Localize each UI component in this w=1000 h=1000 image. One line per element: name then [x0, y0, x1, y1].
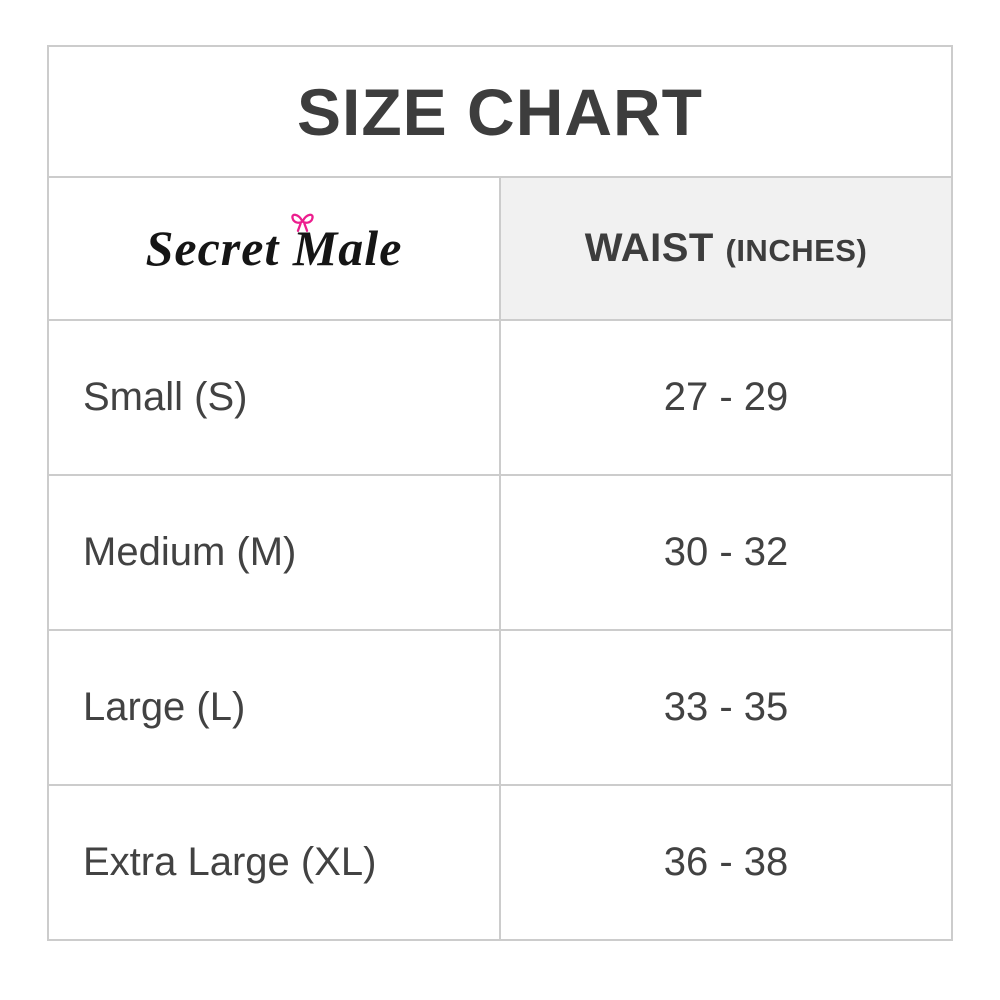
- waist-header-unit: (INCHES): [725, 233, 868, 268]
- waist-value: 27 - 29: [499, 319, 953, 476]
- waist-column-header: WAIST (INCHES): [499, 176, 953, 321]
- table-row-large: Large (L) 33 - 35: [47, 629, 953, 786]
- table-row-small: Small (S) 27 - 29: [47, 319, 953, 476]
- table-row-extra-large: Extra Large (XL) 36 - 38: [47, 784, 953, 941]
- pink-bow-icon: [289, 210, 316, 235]
- size-label: Medium (M): [47, 474, 501, 631]
- size-chart: SIZE CHART: [47, 45, 953, 941]
- title-row: SIZE CHART: [47, 45, 953, 178]
- size-chart-title: SIZE CHART: [47, 45, 953, 178]
- size-label: Extra Large (XL): [47, 784, 501, 941]
- size-label: Large (L): [47, 629, 501, 786]
- size-chart-table: SIZE CHART: [47, 45, 953, 941]
- brand-logo: Secret Male: [145, 213, 403, 276]
- waist-header-label: WAIST: [584, 226, 714, 270]
- size-label: Small (S): [47, 319, 501, 476]
- waist-value: 33 - 35: [499, 629, 953, 786]
- waist-value: 36 - 38: [499, 784, 953, 941]
- waist-value: 30 - 32: [499, 474, 953, 631]
- table-row-medium: Medium (M) 30 - 32: [47, 474, 953, 631]
- brand-cell: Secret Male: [47, 176, 501, 321]
- header-row: Secret Male WAIST (INCHES): [47, 176, 953, 321]
- brand-name: Secret Male: [145, 220, 403, 276]
